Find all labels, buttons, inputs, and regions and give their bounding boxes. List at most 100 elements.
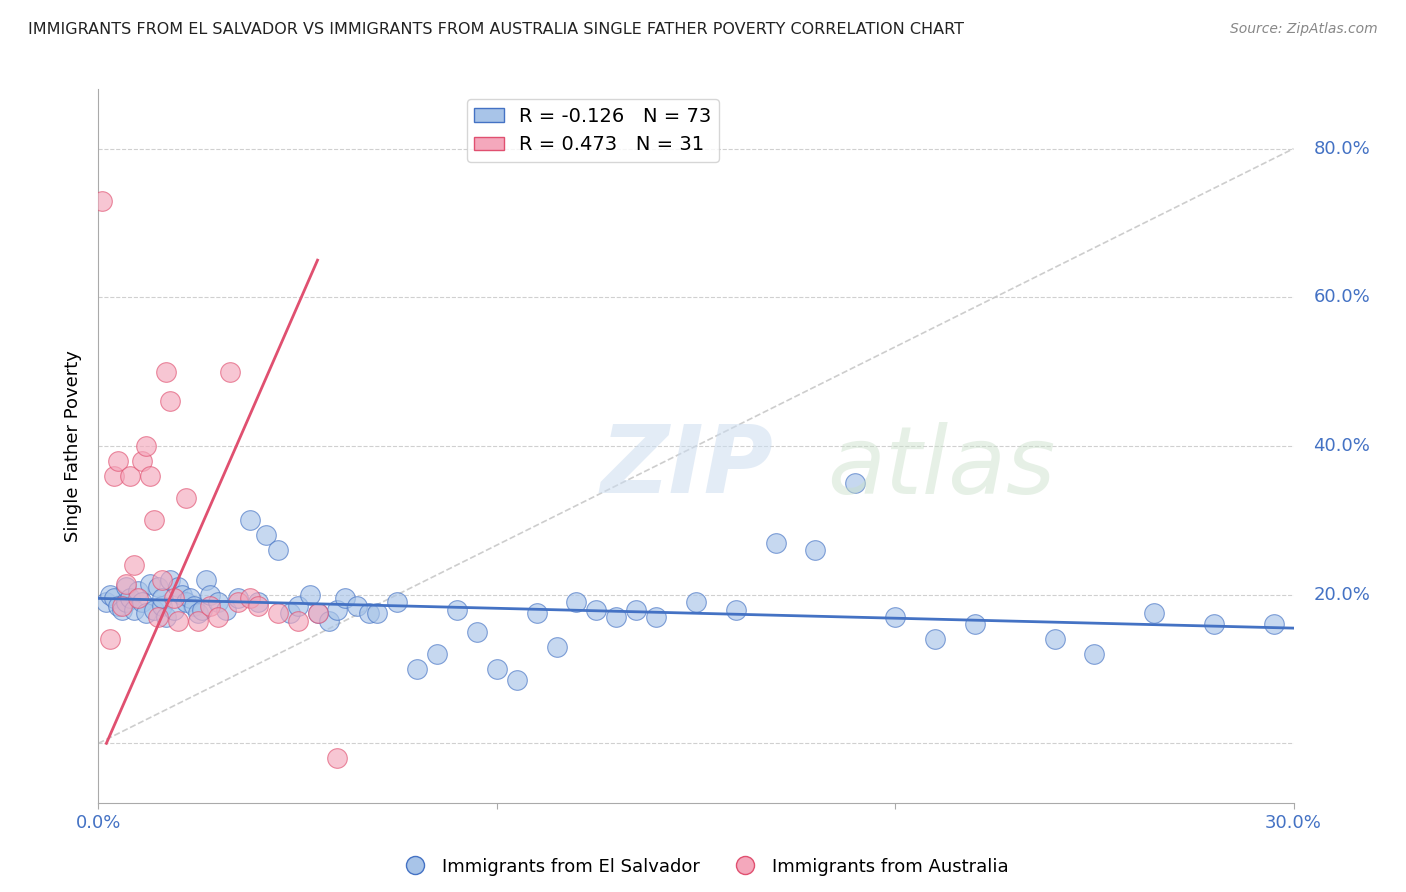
- Point: [385, 595, 409, 609]
- Point: [219, 365, 242, 379]
- Point: [124, 602, 146, 616]
- Point: [267, 543, 290, 558]
- Point: [465, 624, 488, 639]
- Point: [207, 610, 229, 624]
- Point: [506, 673, 529, 687]
- Point: [115, 580, 138, 594]
- Point: [139, 468, 162, 483]
- Point: [148, 610, 170, 624]
- Point: [307, 607, 329, 621]
- Point: [246, 595, 269, 609]
- Point: [645, 610, 668, 624]
- Point: [287, 599, 309, 613]
- Point: [98, 632, 122, 647]
- Point: [107, 599, 129, 613]
- Point: [135, 607, 157, 621]
- Point: [239, 513, 262, 527]
- Point: [187, 614, 209, 628]
- Point: [685, 595, 707, 609]
- Point: [267, 607, 290, 621]
- Point: [254, 528, 277, 542]
- Point: [179, 591, 201, 606]
- Point: [406, 662, 429, 676]
- Point: [167, 614, 190, 628]
- Point: [139, 576, 162, 591]
- Point: [335, 591, 357, 606]
- Text: 80.0%: 80.0%: [1313, 140, 1371, 158]
- Point: [366, 607, 388, 621]
- Point: [1143, 607, 1166, 621]
- Text: 30.0%: 30.0%: [1265, 814, 1322, 832]
- Point: [120, 468, 142, 483]
- Y-axis label: Single Father Poverty: Single Father Poverty: [65, 350, 83, 542]
- Point: [131, 595, 153, 609]
- Point: [765, 535, 787, 549]
- Point: [624, 602, 647, 616]
- Point: [1202, 617, 1225, 632]
- Point: [127, 583, 149, 598]
- Point: [159, 394, 181, 409]
- Point: [120, 591, 142, 606]
- Point: [844, 476, 866, 491]
- Point: [191, 602, 214, 616]
- Text: IMMIGRANTS FROM EL SALVADOR VS IMMIGRANTS FROM AUSTRALIA SINGLE FATHER POVERTY C: IMMIGRANTS FROM EL SALVADOR VS IMMIGRANT…: [28, 22, 965, 37]
- Point: [174, 491, 197, 505]
- Point: [115, 576, 138, 591]
- Point: [446, 602, 468, 616]
- Point: [585, 602, 607, 616]
- Point: [150, 599, 173, 613]
- Point: [884, 610, 907, 624]
- Point: [526, 607, 548, 621]
- Point: [207, 595, 229, 609]
- Point: [198, 599, 221, 613]
- Point: [215, 602, 238, 616]
- Point: [163, 591, 186, 606]
- Point: [804, 543, 827, 558]
- Point: [155, 365, 177, 379]
- Point: [131, 454, 153, 468]
- Point: [226, 591, 249, 606]
- Point: [148, 580, 170, 594]
- Point: [172, 588, 194, 602]
- Point: [198, 588, 221, 602]
- Point: [96, 595, 118, 609]
- Point: [605, 610, 627, 624]
- Point: [143, 513, 166, 527]
- Point: [159, 573, 181, 587]
- Point: [174, 595, 197, 609]
- Point: [346, 599, 368, 613]
- Point: [326, 751, 349, 765]
- Text: 60.0%: 60.0%: [1313, 288, 1371, 306]
- Text: 0.0%: 0.0%: [76, 814, 121, 832]
- Point: [111, 602, 134, 616]
- Text: ZIP: ZIP: [600, 421, 773, 514]
- Point: [485, 662, 508, 676]
- Point: [426, 647, 449, 661]
- Text: Source: ZipAtlas.com: Source: ZipAtlas.com: [1230, 22, 1378, 37]
- Point: [163, 602, 186, 616]
- Text: atlas: atlas: [827, 422, 1056, 513]
- Point: [565, 595, 588, 609]
- Point: [546, 640, 568, 654]
- Point: [124, 558, 146, 572]
- Point: [963, 617, 986, 632]
- Point: [724, 602, 747, 616]
- Point: [1083, 647, 1105, 661]
- Point: [307, 607, 329, 621]
- Text: 20.0%: 20.0%: [1313, 586, 1371, 604]
- Legend: Immigrants from El Salvador, Immigrants from Australia: Immigrants from El Salvador, Immigrants …: [389, 851, 1017, 883]
- Point: [278, 607, 301, 621]
- Point: [194, 573, 218, 587]
- Point: [127, 591, 149, 606]
- Point: [183, 599, 205, 613]
- Point: [326, 602, 349, 616]
- Point: [103, 468, 125, 483]
- Point: [239, 591, 262, 606]
- Point: [187, 607, 209, 621]
- Point: [167, 580, 190, 594]
- Point: [98, 588, 122, 602]
- Point: [1043, 632, 1066, 647]
- Point: [318, 614, 340, 628]
- Point: [143, 602, 166, 616]
- Point: [924, 632, 946, 647]
